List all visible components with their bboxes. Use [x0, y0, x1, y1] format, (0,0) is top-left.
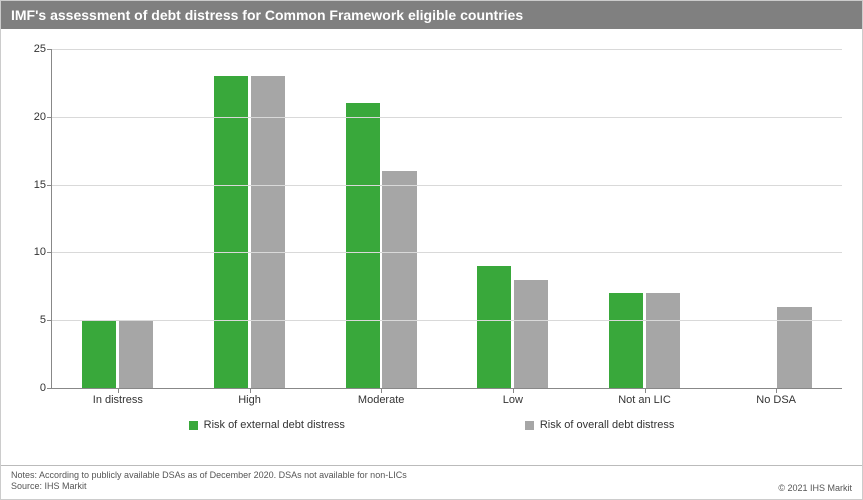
legend-item: Risk of overall debt distress	[525, 419, 675, 431]
grid-line	[52, 320, 842, 321]
legend-swatch	[189, 421, 198, 430]
category-group	[52, 49, 184, 388]
legend-label: Risk of overall debt distress	[540, 419, 675, 431]
x-tick-label: Not an LIC	[618, 388, 671, 406]
footer-source: Source: IHS Markit	[11, 481, 407, 493]
bar	[382, 171, 416, 388]
plot-region: 0510152025In distressHighModerateLowNot …	[51, 49, 842, 389]
y-tick-mark	[47, 117, 52, 118]
grid-line	[52, 185, 842, 186]
category-group	[184, 49, 316, 388]
legend-swatch	[525, 421, 534, 430]
bar	[777, 307, 811, 388]
y-tick-mark	[47, 320, 52, 321]
x-tick-label: High	[238, 388, 261, 406]
y-tick-mark	[47, 185, 52, 186]
footer-copyright: © 2021 IHS Markit	[778, 483, 852, 493]
bar	[119, 320, 153, 388]
y-tick-mark	[47, 388, 52, 389]
bar	[214, 76, 248, 388]
footer-notes: Notes: According to publicly available D…	[11, 470, 407, 482]
y-tick-mark	[47, 49, 52, 50]
footer-left: Notes: According to publicly available D…	[11, 470, 407, 493]
bar	[251, 76, 285, 388]
legend-label: Risk of external debt distress	[204, 419, 345, 431]
x-tick-label: Low	[503, 388, 523, 406]
y-tick-mark	[47, 252, 52, 253]
grid-line	[52, 252, 842, 253]
grid-line	[52, 49, 842, 50]
footer: Notes: According to publicly available D…	[1, 465, 862, 499]
bars-layer	[52, 49, 842, 388]
chart-title: IMF's assessment of debt distress for Co…	[11, 7, 523, 23]
chart-title-bar: IMF's assessment of debt distress for Co…	[1, 1, 862, 29]
bar	[477, 266, 511, 388]
legend-item: Risk of external debt distress	[189, 419, 345, 431]
plot-area: 0510152025In distressHighModerateLowNot …	[51, 49, 842, 389]
bar	[609, 293, 643, 388]
grid-line	[52, 117, 842, 118]
category-group	[447, 49, 579, 388]
bar	[514, 280, 548, 388]
bar	[646, 293, 680, 388]
category-group	[579, 49, 711, 388]
category-group	[315, 49, 447, 388]
bar	[346, 103, 380, 388]
x-tick-label: No DSA	[756, 388, 796, 406]
bar	[82, 320, 116, 388]
chart-container: IMF's assessment of debt distress for Co…	[0, 0, 863, 500]
legend: Risk of external debt distress Risk of ov…	[1, 419, 862, 431]
x-tick-label: Moderate	[358, 388, 404, 406]
x-tick-label: In distress	[93, 388, 143, 406]
category-group	[710, 49, 842, 388]
